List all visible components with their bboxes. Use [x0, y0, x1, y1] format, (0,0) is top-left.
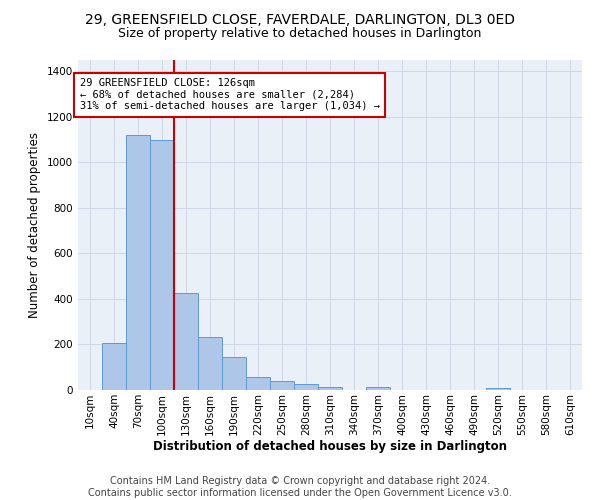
Text: 29, GREENSFIELD CLOSE, FAVERDALE, DARLINGTON, DL3 0ED: 29, GREENSFIELD CLOSE, FAVERDALE, DARLIN…	[85, 12, 515, 26]
Text: Size of property relative to detached houses in Darlington: Size of property relative to detached ho…	[118, 28, 482, 40]
Bar	[270, 381, 294, 390]
Bar	[126, 135, 150, 390]
X-axis label: Distribution of detached houses by size in Darlington: Distribution of detached houses by size …	[153, 440, 507, 454]
Text: Contains HM Land Registry data © Crown copyright and database right 2024.
Contai: Contains HM Land Registry data © Crown c…	[88, 476, 512, 498]
Text: 29 GREENSFIELD CLOSE: 126sqm
← 68% of detached houses are smaller (2,284)
31% of: 29 GREENSFIELD CLOSE: 126sqm ← 68% of de…	[80, 78, 380, 112]
Bar	[366, 386, 390, 390]
Bar	[486, 388, 510, 390]
Bar	[150, 140, 174, 390]
Bar	[318, 387, 342, 390]
Bar	[174, 294, 198, 390]
Bar	[222, 356, 246, 390]
Bar	[198, 337, 222, 390]
Bar	[294, 384, 318, 390]
Bar	[246, 377, 270, 390]
Bar	[102, 344, 126, 390]
Y-axis label: Number of detached properties: Number of detached properties	[28, 132, 41, 318]
